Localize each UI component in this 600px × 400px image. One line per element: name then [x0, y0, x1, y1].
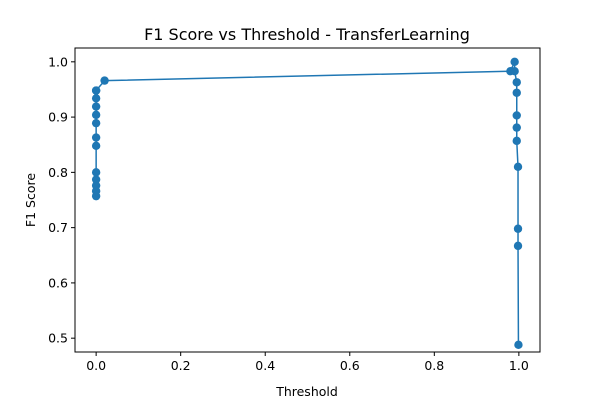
axis-ticks: 0.0 0.2 0.4 0.6 0.8 1.0 0.5 0.6 0.7 0.8 0.9 1.0 — [48, 54, 529, 373]
data-point — [512, 88, 521, 97]
y-tick-label: 0.7 — [48, 220, 68, 235]
axes-frame — [74, 47, 541, 353]
data-point — [91, 141, 101, 151]
series-line — [95, 61, 520, 345]
data-point — [91, 86, 101, 95]
data-point — [514, 340, 523, 350]
x-tick-label: 0.4 — [255, 358, 275, 373]
x-tick-label: 0.6 — [340, 358, 360, 373]
data-point — [100, 76, 109, 85]
data-point — [513, 162, 523, 172]
data-point — [91, 175, 101, 184]
data-point — [512, 78, 521, 87]
x-tick-label: 0.2 — [171, 358, 191, 373]
y-axis-label: F1 Score — [23, 173, 38, 227]
data-point — [510, 57, 519, 67]
x-axis-label: Threshold — [275, 384, 338, 399]
y-tick-label: 0.9 — [48, 110, 68, 125]
x-tick-label: 0.8 — [424, 358, 444, 373]
data-point — [91, 168, 101, 177]
data-point — [512, 136, 521, 146]
data-point — [510, 67, 519, 76]
data-point — [91, 181, 101, 190]
data-point — [512, 123, 521, 132]
data-point — [512, 111, 521, 120]
data-point — [91, 110, 101, 120]
y-tick-label: 0.5 — [48, 331, 68, 346]
x-tick-label: 0.0 — [86, 358, 106, 373]
data-point — [91, 133, 101, 142]
data-point — [91, 102, 101, 111]
data-point — [513, 224, 523, 233]
y-tick-label: 0.8 — [48, 165, 68, 180]
data-point — [91, 118, 101, 128]
data-point — [513, 241, 523, 251]
x-tick-label: 1.0 — [509, 358, 529, 373]
chart-title: F1 Score vs Threshold - TransferLearning — [144, 25, 470, 44]
y-tick-label: 1.0 — [48, 54, 68, 69]
data-point — [91, 94, 101, 103]
plot-area — [91, 57, 523, 350]
y-tick-label: 0.6 — [48, 275, 68, 290]
